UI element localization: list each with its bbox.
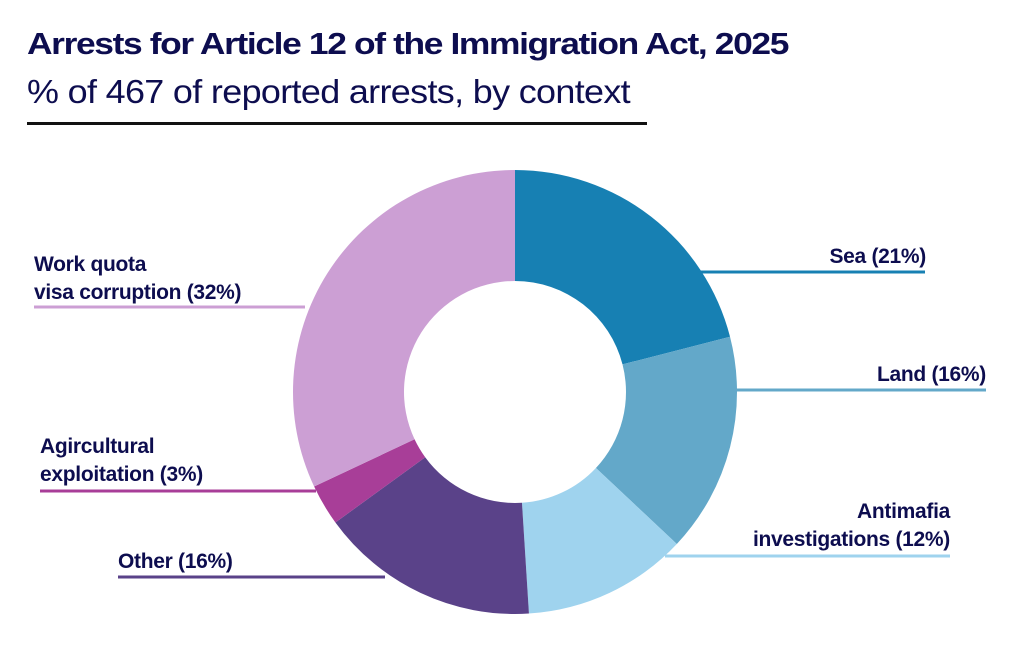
donut-slice-land [595,336,737,544]
chart-subtitle: % of 467 of reported arrests, by context [27,73,631,110]
slice-label: Other (16%) [118,550,233,573]
slice-label: Sea (21%) [829,245,926,268]
slice-label: exploitation (3%) [40,463,203,486]
title-rule [27,122,647,125]
slice-label: Antimafia [857,500,951,523]
slice-label: Land (16%) [877,363,986,386]
chart-title: Arrests for Article 12 of the Immigratio… [27,26,789,61]
slice-label: Agircultural [40,435,154,458]
leader-lines [34,270,986,579]
donut-slice-work-quota-visa-corruption [292,170,515,487]
slice-label: Work quota [34,253,147,276]
donut-slices [292,170,737,614]
donut-slice-antimafia-investigations [521,467,677,614]
donut-slice-sea [515,170,731,365]
donut-slice-other [335,457,529,614]
donut-slice-agircultural-exploitation [314,439,426,523]
slice-label: visa corruption (32%) [34,281,241,304]
slice-labels: Sea (21%) Land (16%) Antimafia investigatio… [34,245,986,573]
slice-label: investigations (12%) [753,528,950,551]
